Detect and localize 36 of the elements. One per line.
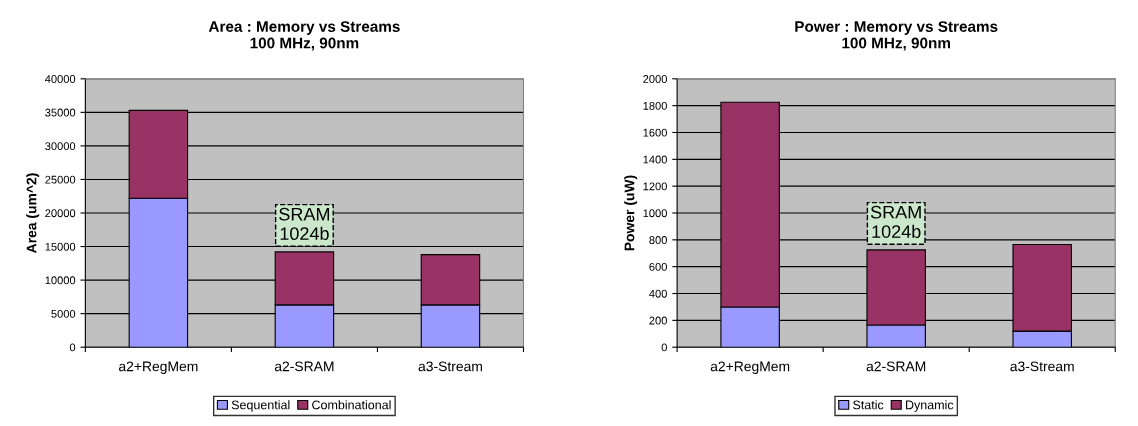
y-axis-title: Power (uW)	[624, 175, 638, 251]
x-tick-label: a2+RegMem	[710, 361, 790, 375]
y-tick-label: 400	[649, 289, 667, 298]
x-tick-label: a3-Stream	[418, 361, 482, 372]
y-tick-label: 1000	[643, 209, 667, 218]
x-tick-label: a2+RegMem	[119, 361, 198, 375]
y-tick-label: 15000	[45, 242, 76, 251]
y-axis-title: Area (um^2)	[26, 173, 40, 253]
y-tick-label: 30000	[45, 142, 76, 151]
y-tick-label: 800	[649, 236, 667, 244]
y-tick-label: 5000	[51, 309, 76, 318]
y-tick-label: 1400	[643, 155, 667, 164]
y-tick-label: 200	[649, 316, 667, 325]
y-tick-label: 0	[69, 343, 76, 352]
annotation: SRAM 1024b	[279, 207, 330, 241]
legend-label: Static	[853, 400, 884, 410]
y-tick-label: 1600	[643, 128, 667, 137]
y-tick-label: 35000	[45, 108, 76, 117]
y-tick-label: 0	[661, 343, 667, 352]
x-tick-label: a2-SRAM	[274, 361, 334, 372]
chart-title: Power : Memory vs Streams 100 MHz, 90nm	[795, 21, 998, 51]
y-tick-label: 1200	[643, 182, 667, 191]
x-tick-label: a2-SRAM	[866, 361, 926, 372]
y-tick-label: 1800	[643, 101, 667, 110]
y-tick-label: 40000	[44, 75, 76, 83]
x-tick-label: a3-Stream	[1010, 361, 1074, 372]
legend-label: Sequential	[231, 400, 290, 412]
y-tick-label: 20000	[45, 209, 76, 218]
legend-label: Combinational	[312, 400, 391, 410]
legend-label: Dynamic	[906, 400, 954, 412]
chart-title: Area : Memory vs Streams 100 MHz, 90nm	[208, 21, 400, 51]
y-tick-label: 2000	[643, 75, 667, 83]
y-tick-label: 25000	[45, 175, 76, 184]
y-tick-label: 600	[649, 262, 667, 271]
y-tick-label: 10000	[45, 276, 76, 285]
annotation: SRAM 1024b	[870, 205, 921, 238]
